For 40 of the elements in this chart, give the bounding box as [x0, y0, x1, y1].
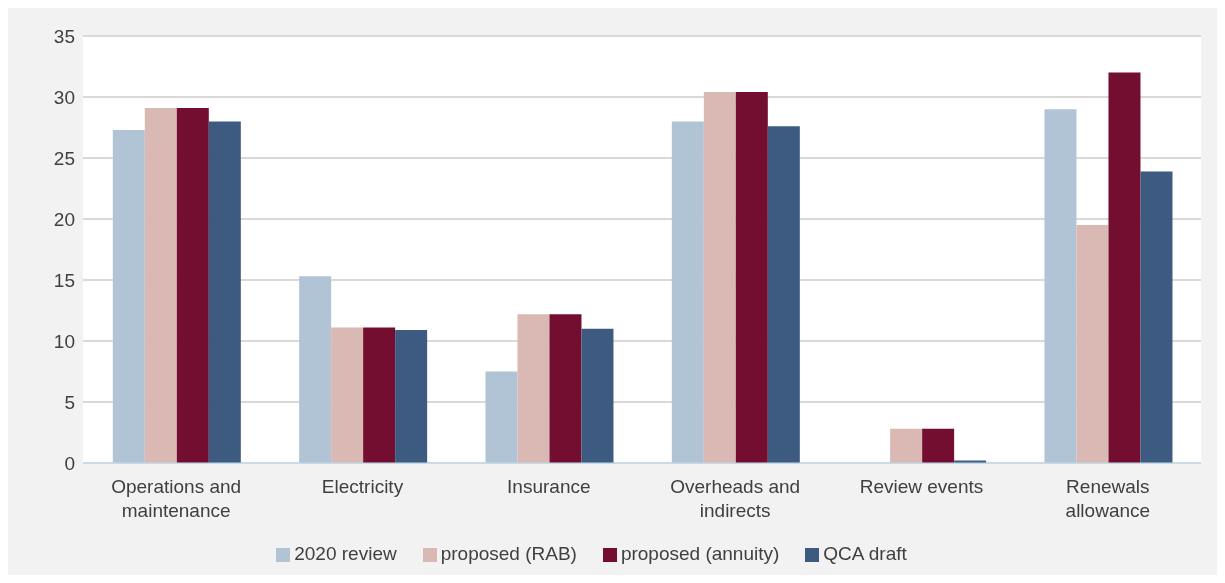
- x-tick-label: Electricity: [321, 476, 404, 497]
- legend-label: proposed (annuity): [620, 543, 780, 564]
- bar: [485, 371, 518, 463]
- y-tick-label: 25: [53, 147, 75, 169]
- bar: [735, 92, 768, 463]
- x-tick-label: Operations and maintenance: [111, 476, 242, 521]
- bar: [517, 314, 550, 463]
- bar: [767, 126, 800, 463]
- bar: [112, 129, 145, 463]
- x-tick-label: Insurance: [507, 476, 591, 497]
- bar: [1076, 225, 1109, 463]
- bar: [890, 428, 923, 463]
- bar: [1140, 171, 1173, 463]
- bar: [331, 327, 364, 463]
- bar: [671, 121, 704, 463]
- bar: [922, 428, 955, 463]
- bar: [363, 327, 396, 463]
- x-tick-label: Review events: [859, 476, 984, 497]
- x-tick-label: Renewals allowance: [1065, 476, 1151, 521]
- legend-label: 2020 review: [294, 543, 397, 564]
- bar: [581, 328, 614, 463]
- y-tick-label: 15: [53, 269, 75, 291]
- bar: [144, 107, 177, 463]
- y-tick-label: 5: [64, 391, 75, 413]
- y-tick-label: 35: [53, 25, 75, 47]
- bar: [1108, 72, 1141, 463]
- y-tick-label: 10: [53, 330, 75, 352]
- bar: [176, 107, 209, 463]
- bar: [549, 314, 582, 463]
- x-tick-label: Overheads and indirects: [670, 476, 801, 521]
- y-tick-label: 20: [53, 208, 75, 230]
- y-tick-label: 0: [64, 452, 75, 474]
- y-tick-label: 30: [53, 86, 75, 108]
- legend-label: proposed (RAB): [440, 543, 577, 564]
- bar: [208, 121, 241, 463]
- legend-label: QCA draft: [823, 543, 907, 564]
- bar: [395, 330, 428, 463]
- bar: [299, 276, 332, 463]
- bar: [1044, 109, 1077, 463]
- bar: [703, 92, 736, 463]
